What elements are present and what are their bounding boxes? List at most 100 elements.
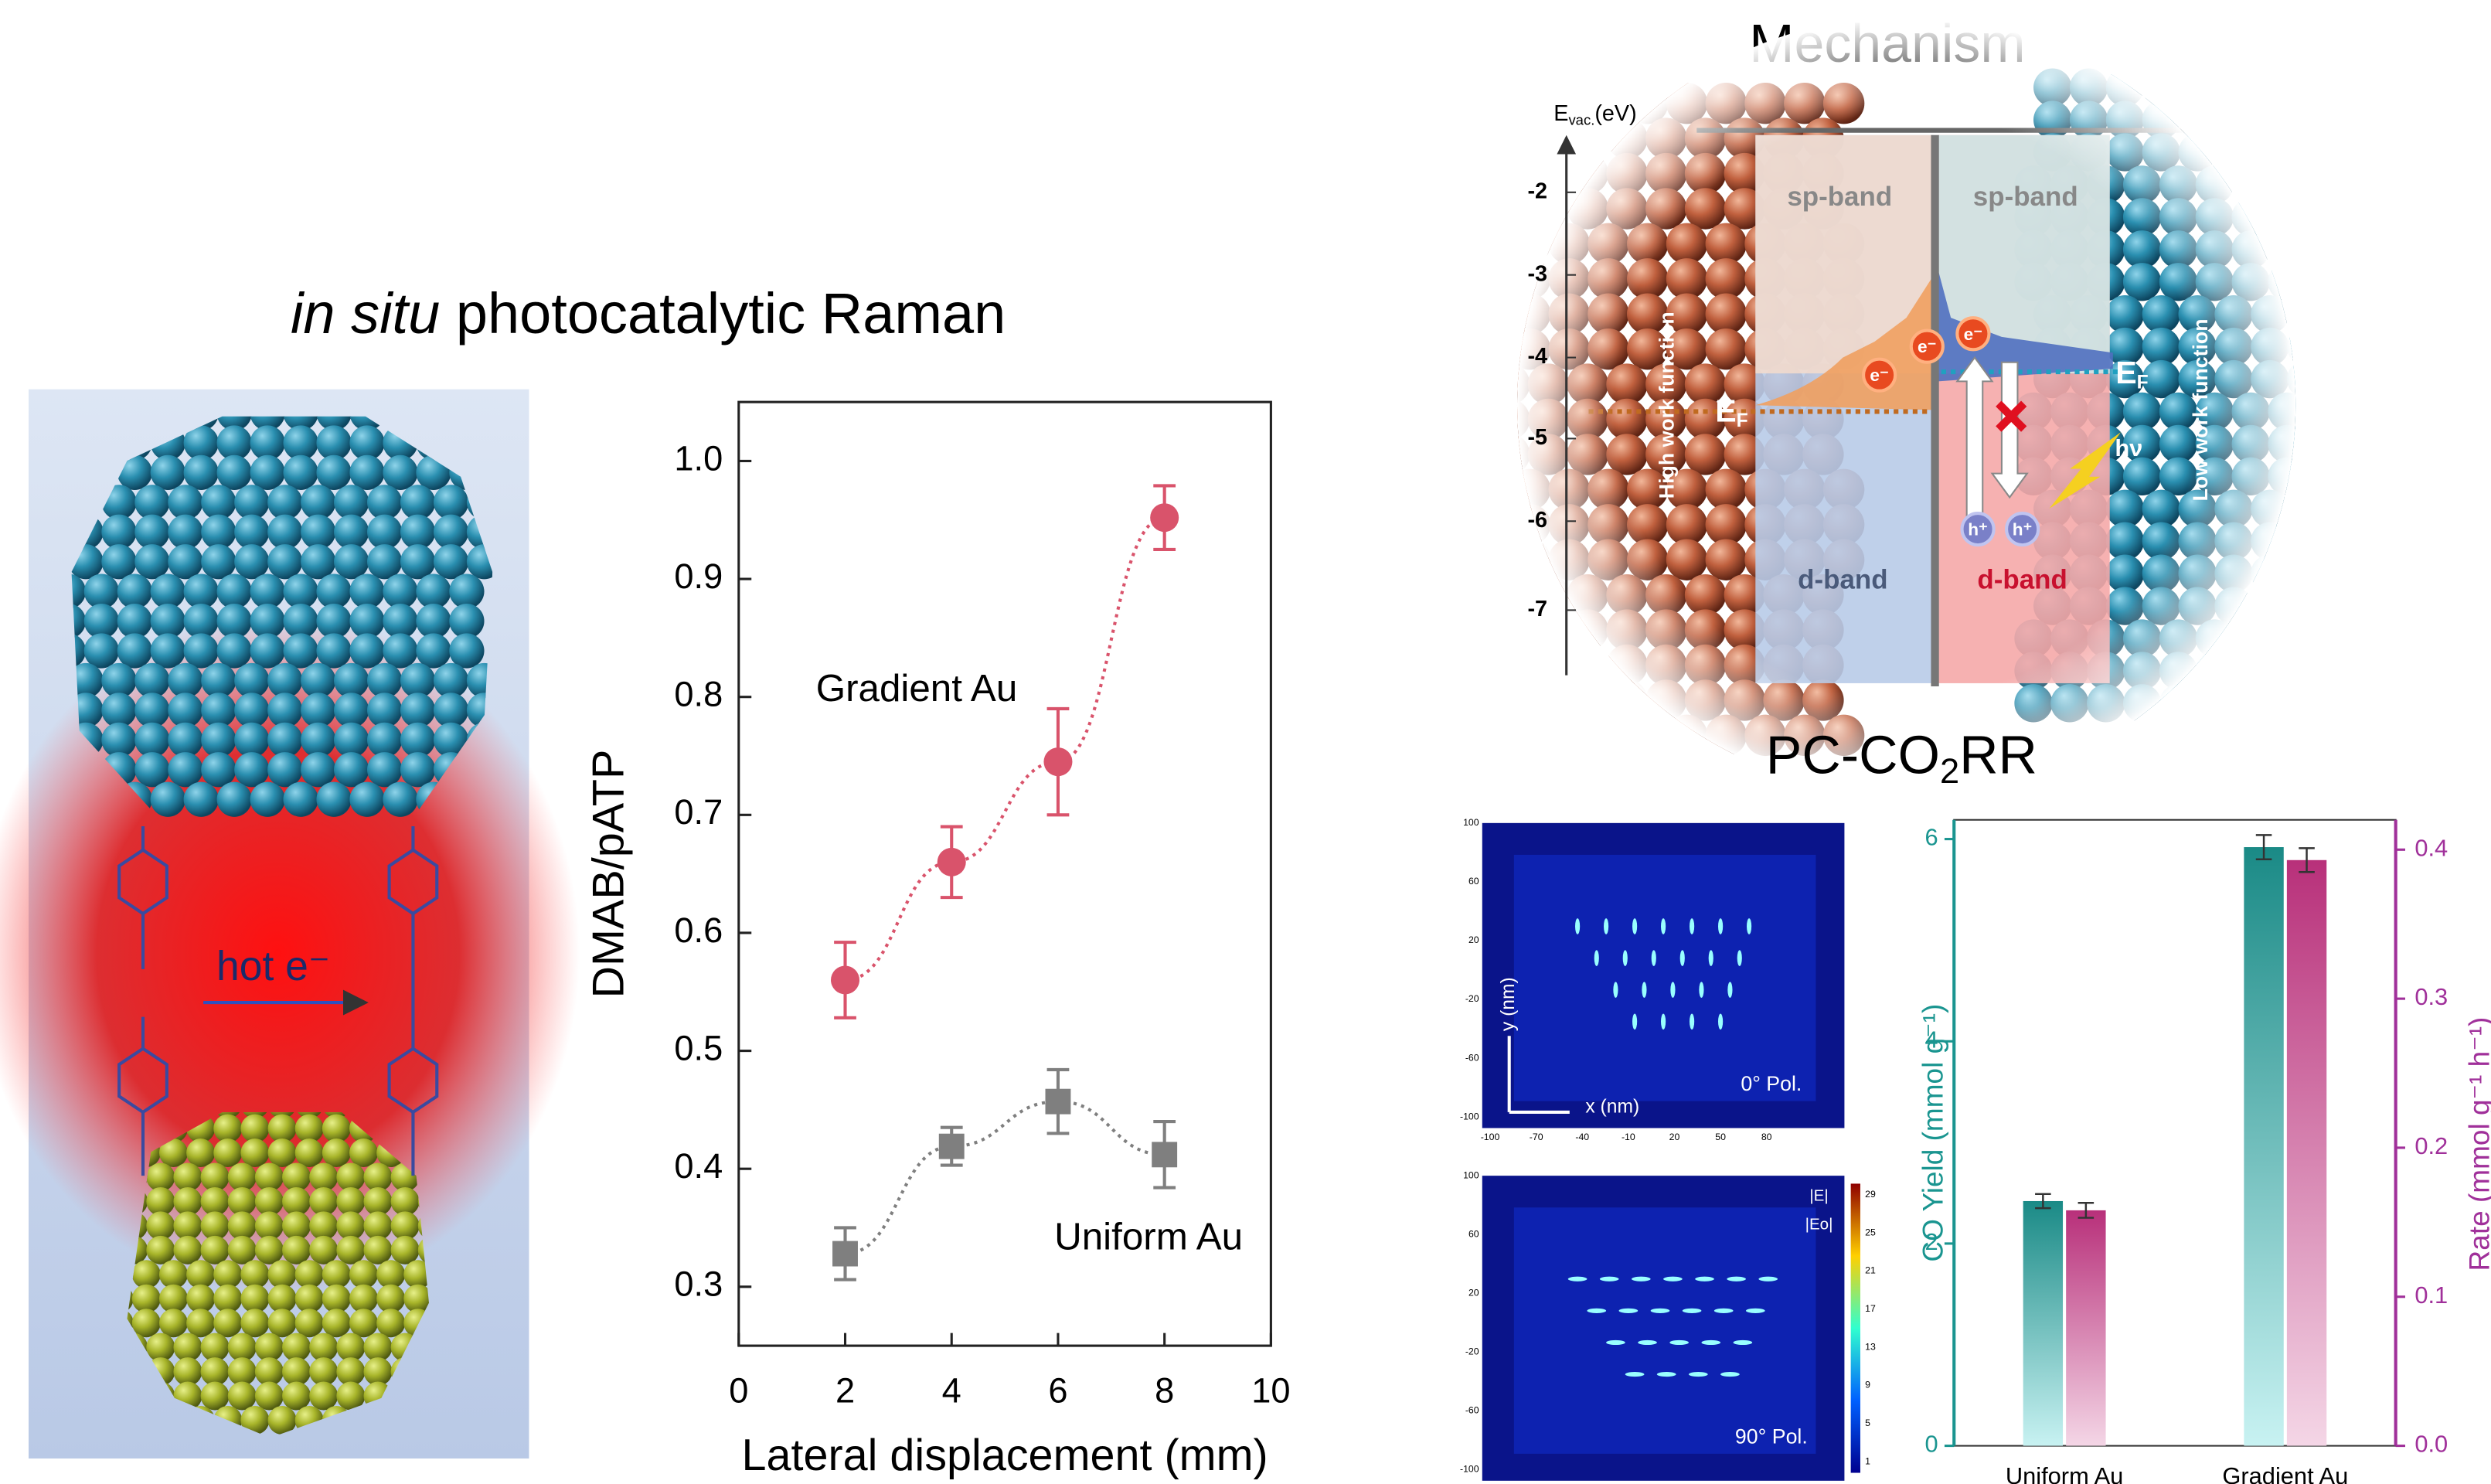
hotspot xyxy=(1699,982,1703,998)
atom xyxy=(2287,68,2325,106)
hotspot xyxy=(1737,950,1742,966)
atom xyxy=(213,1139,242,1167)
atom xyxy=(159,1309,188,1337)
atom xyxy=(1509,223,1550,264)
hotspot xyxy=(1695,1277,1714,1281)
atom xyxy=(283,633,318,668)
hotspot xyxy=(1727,982,1732,998)
atom xyxy=(213,1260,242,1288)
hotspot xyxy=(1747,918,1751,934)
map-x-tick: -70 xyxy=(1530,1132,1543,1142)
hotspot xyxy=(1625,1372,1645,1377)
atom xyxy=(449,633,484,668)
atom xyxy=(217,455,252,490)
hotspot xyxy=(1709,950,1713,966)
atom xyxy=(151,455,185,490)
hotspot xyxy=(1632,918,1637,934)
d-band-right: d-band xyxy=(1977,565,2067,595)
x-tick-label: 8 xyxy=(1155,1371,1174,1411)
atom xyxy=(2268,652,2306,689)
level-label: -2 xyxy=(1527,179,1547,203)
atom xyxy=(217,633,252,668)
atom xyxy=(434,544,468,579)
x-tick-label: 2 xyxy=(835,1371,855,1411)
atom xyxy=(400,752,435,787)
y-axis-label: DMAB/pATP xyxy=(584,750,634,999)
atom xyxy=(267,752,302,787)
fermi-subscript: F xyxy=(2137,372,2149,393)
map-x-tick: -10 xyxy=(1622,1132,1635,1142)
hotspot xyxy=(1651,1309,1670,1313)
atom xyxy=(400,544,435,579)
hotspot xyxy=(1720,1372,1740,1377)
atom xyxy=(2268,684,2306,722)
atom xyxy=(2268,165,2306,203)
atom xyxy=(268,1260,297,1288)
hotspot xyxy=(1619,1309,1639,1313)
colorbar-tick: 5 xyxy=(1865,1418,1870,1428)
raman-title: in situphotocatalytic Raman xyxy=(291,281,1006,345)
atom xyxy=(201,544,236,579)
fermi-subscript: F xyxy=(1737,410,1748,431)
atom xyxy=(2251,133,2289,171)
hotspot xyxy=(1632,1277,1651,1281)
atom xyxy=(2178,68,2216,106)
level-label: -7 xyxy=(1527,597,1547,621)
atom xyxy=(146,1236,175,1264)
y2-tick-label: 0.0 xyxy=(2414,1431,2448,1458)
atom xyxy=(282,1382,311,1411)
atom xyxy=(367,544,402,579)
sp-band-left: sp-band xyxy=(1787,182,1892,212)
y-tick-label: 0.4 xyxy=(674,1146,723,1186)
atom xyxy=(336,1236,365,1264)
atom xyxy=(2196,684,2234,722)
y2-axis-label: Rate (mmol g⁻¹ h⁻¹) xyxy=(2463,1017,2491,1271)
atom xyxy=(349,455,384,490)
y2-tick-label: 0.1 xyxy=(2414,1281,2448,1309)
atom xyxy=(1548,715,1589,756)
atom xyxy=(295,1260,324,1288)
atom xyxy=(2232,684,2270,722)
legend-label: Gradient Au xyxy=(816,667,1018,710)
atom xyxy=(349,633,384,668)
atom xyxy=(2232,619,2270,657)
level-label: -3 xyxy=(1527,261,1547,286)
low-wf: Low work function xyxy=(2189,318,2212,501)
hotspot xyxy=(1638,1340,1657,1345)
atom xyxy=(316,633,351,668)
atom xyxy=(240,1260,269,1288)
title-italic: in situ xyxy=(291,281,440,345)
atom xyxy=(2287,587,2325,625)
colorbar-tick: 29 xyxy=(1865,1189,1876,1200)
y-tick-label: 1.0 xyxy=(674,438,723,478)
atom xyxy=(434,693,468,727)
atom xyxy=(101,544,136,579)
map-x-tick: -40 xyxy=(1575,1132,1589,1142)
atom xyxy=(2287,295,2325,333)
colorbar-tick: 1 xyxy=(1865,1455,1870,1466)
y2-tick-label: 0.4 xyxy=(2414,834,2448,861)
map-y-tick: -100 xyxy=(1460,1111,1479,1122)
x-tick-label: 6 xyxy=(1048,1371,1067,1411)
atom xyxy=(301,693,335,727)
bar xyxy=(2287,860,2326,1446)
atom xyxy=(301,752,335,787)
map-x-tick: 50 xyxy=(1715,1132,1726,1142)
marker xyxy=(1152,1142,1177,1167)
y-tick-label: 0.7 xyxy=(674,792,723,832)
x-axis-label: Lateral displacement (mm) xyxy=(741,1431,1268,1480)
atom xyxy=(151,782,185,817)
atom xyxy=(316,455,351,490)
atom xyxy=(383,455,417,490)
atom xyxy=(134,544,169,579)
marker xyxy=(939,1134,965,1159)
colorbar-tick: 25 xyxy=(1865,1227,1876,1237)
atom xyxy=(201,752,236,787)
hotspot xyxy=(1683,1309,1702,1313)
atom xyxy=(240,1309,269,1337)
atom xyxy=(367,752,402,787)
hotspot xyxy=(1661,1013,1666,1030)
marker xyxy=(938,848,966,876)
atom xyxy=(132,1309,161,1337)
